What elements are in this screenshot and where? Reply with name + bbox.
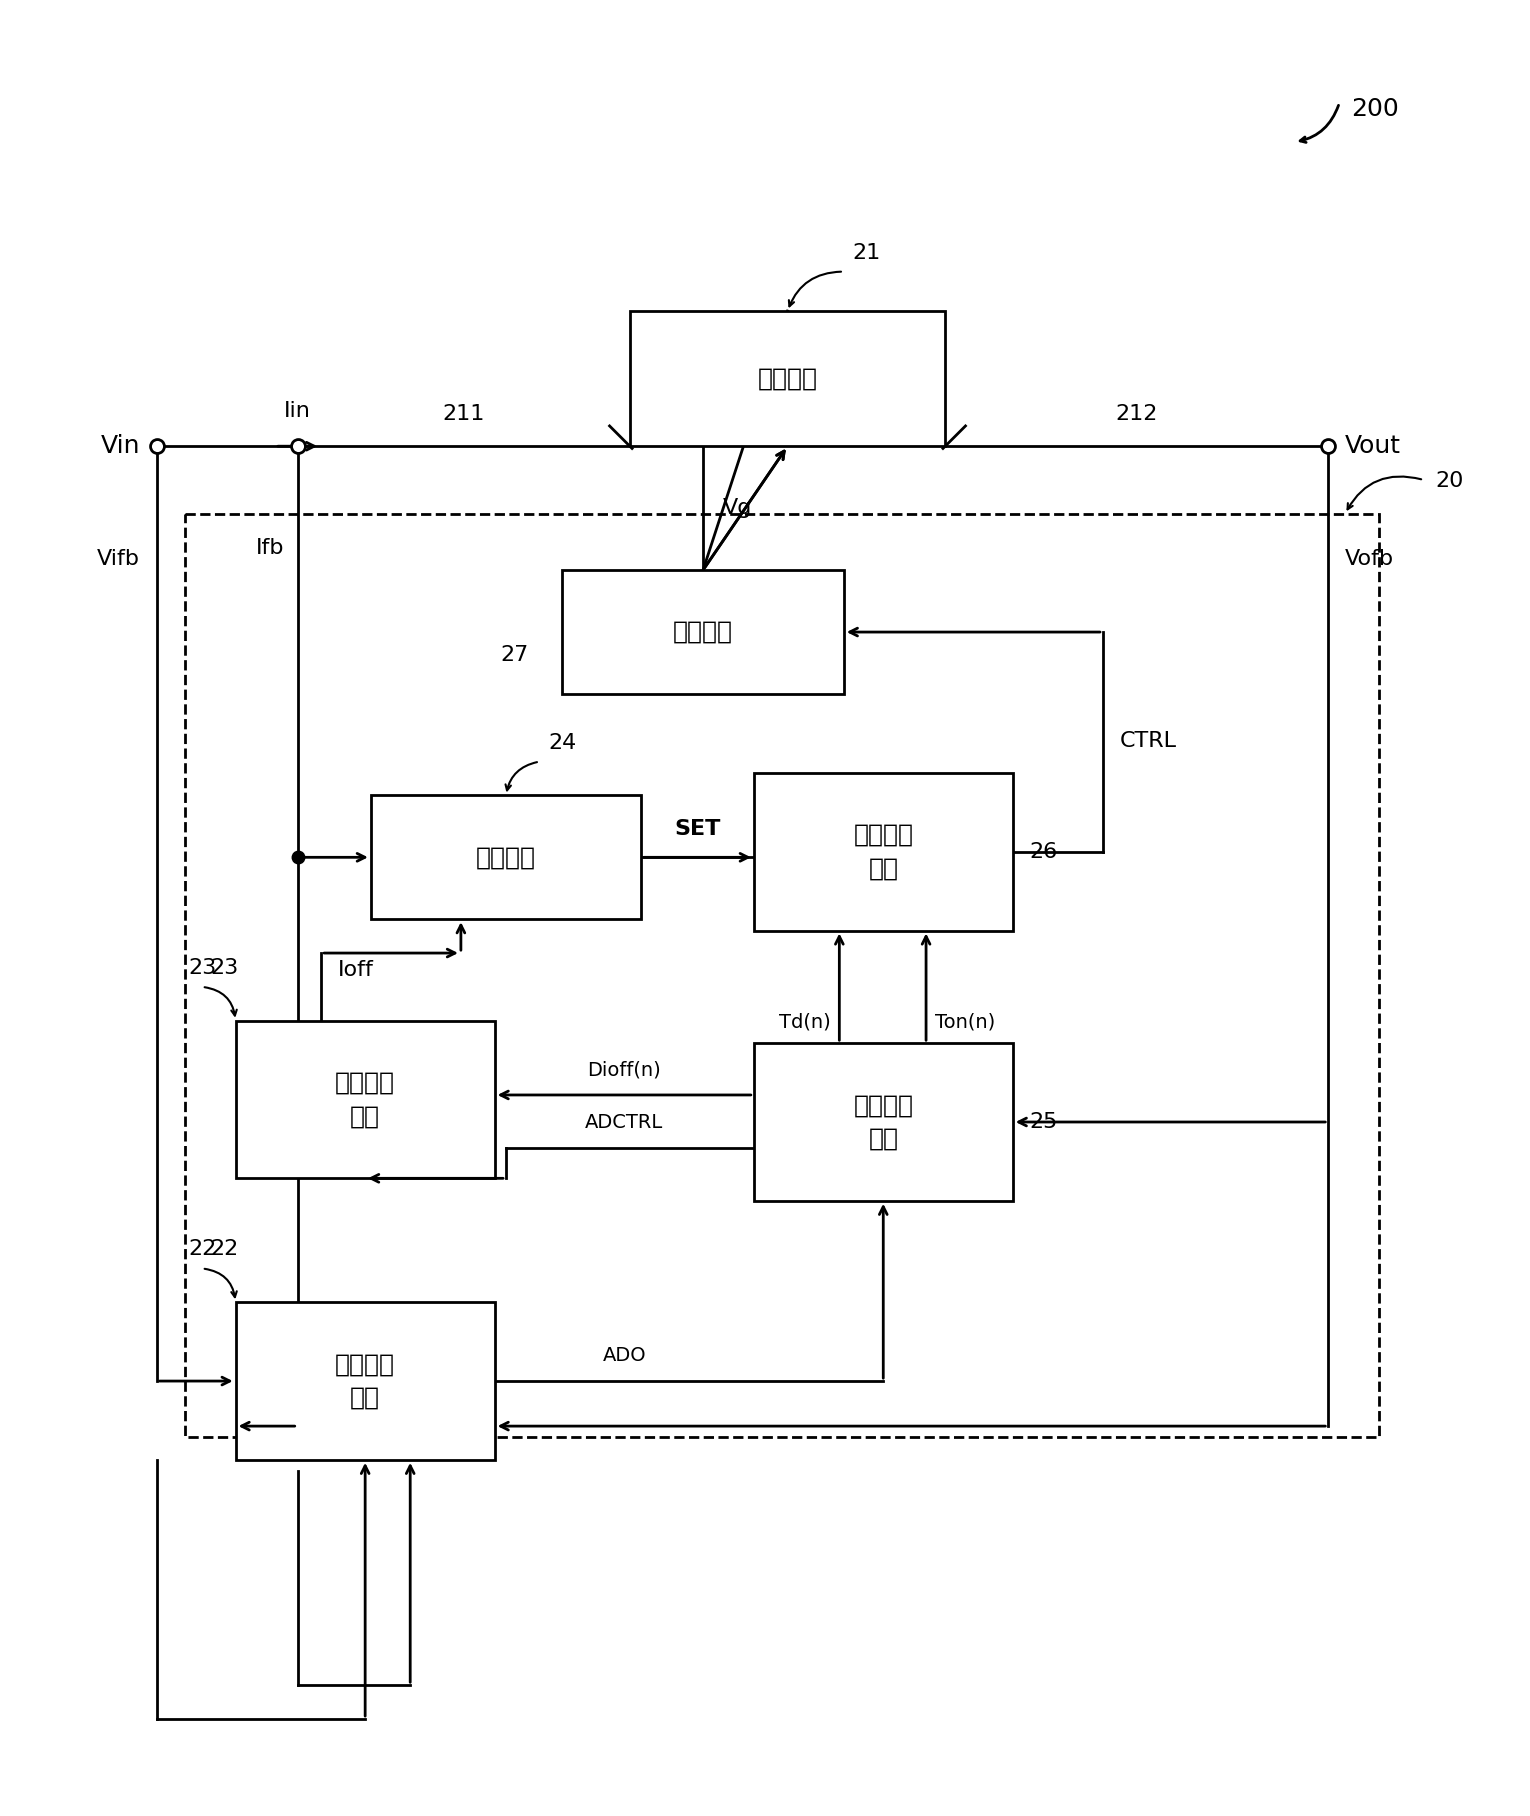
Text: 25: 25 [1030, 1111, 1059, 1131]
Text: Td(n): Td(n) [779, 1013, 831, 1031]
Text: CTRL: CTRL [1120, 732, 1177, 752]
Text: 21: 21 [852, 243, 881, 263]
Text: ADCTRL: ADCTRL [584, 1113, 664, 1131]
Bar [630, 311, 946, 447]
Text: 27: 27 [500, 645, 528, 665]
Text: 26: 26 [1030, 841, 1057, 861]
Text: 开关电路: 开关电路 [757, 367, 817, 390]
Text: ADO: ADO [603, 1346, 646, 1366]
Text: 22: 22 [188, 1239, 217, 1260]
Text: 计算控制
单元: 计算控制 单元 [854, 1093, 913, 1151]
Text: 驱动电路: 驱动电路 [673, 619, 733, 645]
Text: 模数转换
单元: 模数转换 单元 [335, 1353, 395, 1409]
Bar [562, 570, 845, 694]
Text: 脉冲发生
单元: 脉冲发生 单元 [854, 823, 913, 881]
Text: 212: 212 [1115, 403, 1158, 423]
Text: 20: 20 [1435, 472, 1464, 492]
Bar [236, 1302, 494, 1460]
Text: Ioff: Ioff [338, 961, 373, 981]
Text: Dioff(n): Dioff(n) [588, 1061, 661, 1079]
Text: 211: 211 [442, 403, 485, 423]
Text: 24: 24 [549, 732, 577, 752]
Text: 比较电路: 比较电路 [476, 844, 536, 870]
Text: Vout: Vout [1345, 434, 1401, 458]
Text: SET: SET [675, 819, 721, 839]
Text: Iin: Iin [285, 401, 311, 421]
Text: Vg: Vg [724, 498, 753, 518]
Text: 200: 200 [1351, 96, 1398, 122]
Text: Vofb: Vofb [1345, 548, 1394, 568]
Bar [370, 795, 641, 919]
Text: Vifb: Vifb [96, 548, 139, 568]
Text: Ifb: Ifb [256, 538, 285, 558]
Bar [185, 514, 1379, 1438]
Bar [754, 774, 1013, 930]
Text: Ton(n): Ton(n) [935, 1013, 996, 1031]
Text: 数模转换
单元: 数模转换 单元 [335, 1071, 395, 1128]
Text: 23: 23 [188, 957, 217, 977]
Bar [754, 1042, 1013, 1200]
Text: 23: 23 [211, 957, 239, 977]
Bar [236, 1021, 494, 1179]
Text: 22: 22 [211, 1239, 239, 1260]
Text: Vin: Vin [101, 434, 139, 458]
